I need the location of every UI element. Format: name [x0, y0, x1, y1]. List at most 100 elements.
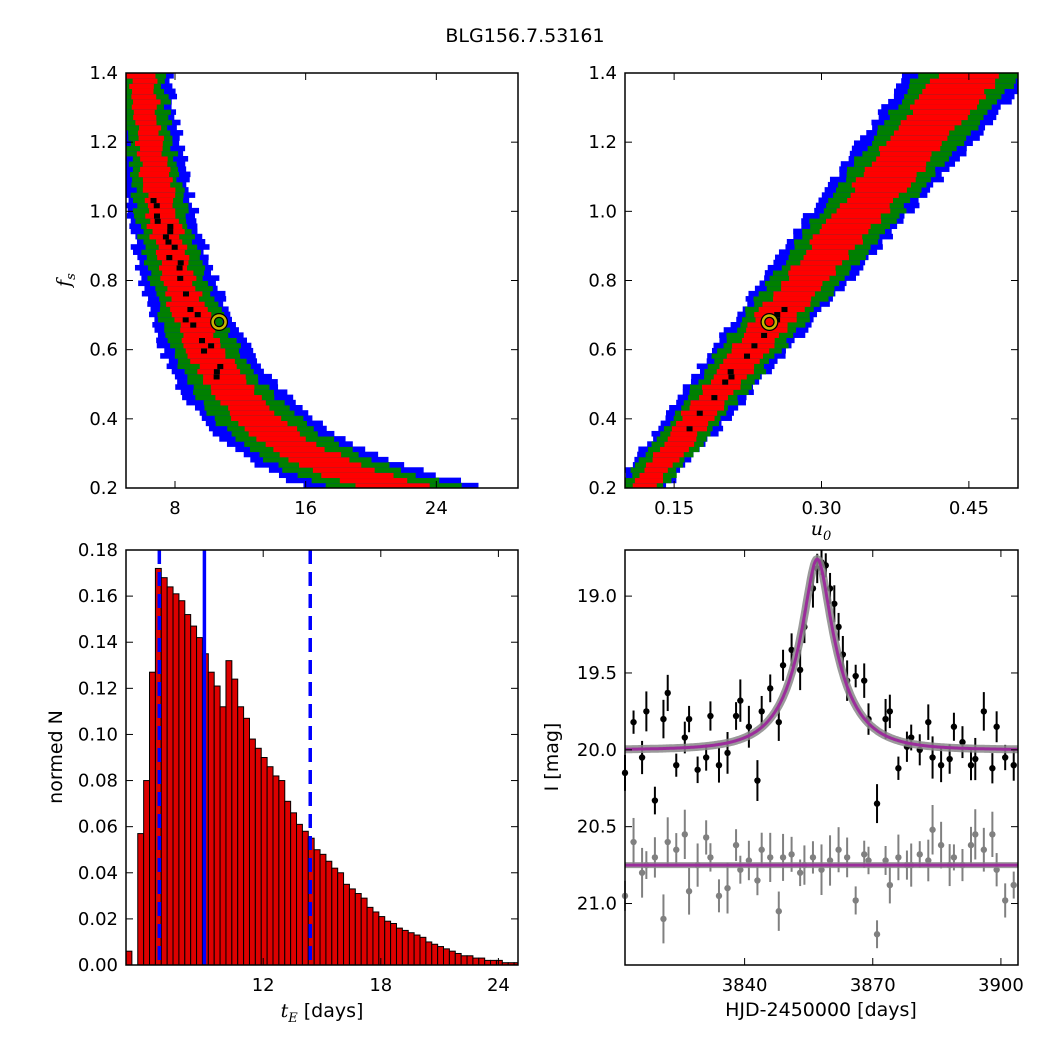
confidence-cell — [167, 285, 196, 292]
y-tick-label: 19.5 — [577, 663, 617, 684]
histogram-bar — [466, 955, 474, 966]
p2-ticks: 12 18 24 0.00 0.02 0.04 0.06 0.08 0.10 0.12 0.14 0.… — [78, 540, 518, 996]
residual-point — [916, 851, 923, 858]
confidence-cell — [652, 456, 680, 463]
data-point — [989, 765, 996, 772]
y-tick-label: 0.2 — [588, 478, 617, 499]
data-point — [967, 761, 975, 769]
histogram-bar — [143, 780, 151, 966]
best-sample-cell — [177, 275, 184, 281]
confidence-cell — [162, 270, 194, 276]
histogram-bar — [395, 927, 403, 966]
confidence-cell — [210, 384, 255, 390]
p1-xlabel: u0 — [811, 518, 832, 544]
residual-point — [967, 841, 975, 849]
data-point — [908, 734, 915, 741]
histogram-bar — [478, 957, 486, 966]
data-point — [831, 600, 838, 607]
data-point — [937, 761, 945, 769]
confidence-cell — [190, 358, 235, 364]
residual-point — [775, 908, 782, 915]
data-point — [925, 718, 932, 726]
x-tick-label: 3870 — [850, 975, 896, 996]
residual-point — [809, 854, 817, 861]
confidence-cell — [215, 394, 262, 401]
histogram-bar — [248, 738, 256, 966]
y-tick-label: 0.10 — [78, 724, 118, 745]
y-tick-label: 0.18 — [78, 540, 118, 561]
best-sample-cell — [150, 197, 157, 204]
confidence-cell — [855, 176, 916, 183]
best-sample-cell — [744, 353, 751, 359]
y-tick-label: 0.00 — [78, 955, 118, 976]
confidence-cell — [863, 171, 917, 178]
histogram-bar — [390, 923, 397, 966]
confidence-cell — [256, 436, 306, 442]
y-tick-label: 0.6 — [588, 340, 617, 361]
confidence-cell — [146, 223, 183, 230]
confidence-cell — [723, 358, 760, 364]
confidence-cell — [138, 135, 164, 141]
residual-point — [972, 831, 979, 838]
y-tick-label: 0.16 — [78, 586, 118, 607]
best-sample-cell — [728, 373, 735, 380]
residual-point — [673, 846, 680, 853]
confidence-cell — [831, 213, 881, 219]
data-point — [630, 718, 637, 726]
best-fit-marker — [211, 314, 227, 330]
confidence-cell — [864, 166, 926, 172]
confidence-cell — [161, 259, 189, 266]
confidence-cell — [244, 425, 298, 432]
y-tick-label: 0.06 — [78, 817, 118, 838]
y-tick-label: 1.0 — [89, 201, 118, 222]
histogram-bar — [419, 936, 427, 966]
confidence-cell — [142, 187, 176, 193]
data-point — [660, 715, 667, 723]
histogram-bar — [448, 950, 456, 966]
histogram-bar — [125, 950, 133, 966]
y-tick-label: 1.2 — [89, 132, 118, 153]
confidence-cell — [133, 98, 161, 105]
histogram-bar — [413, 934, 421, 966]
residual-point — [1010, 881, 1017, 889]
p3-frame — [624, 549, 1019, 966]
x-tick-label: 0.30 — [801, 498, 841, 519]
histogram-bar — [378, 916, 386, 966]
histogram-bar — [313, 849, 321, 966]
histogram-bar — [266, 766, 274, 966]
data-point — [754, 777, 761, 784]
histogram-bar — [331, 867, 339, 966]
data-point — [882, 715, 889, 723]
confidence-cell — [142, 161, 168, 167]
data-point — [835, 623, 842, 631]
confidence-cell — [140, 145, 163, 152]
residual-point — [1001, 897, 1009, 904]
data-point — [779, 662, 787, 669]
confidence-cell — [836, 207, 891, 214]
y-tick-label: 0.14 — [78, 632, 118, 653]
confidence-cell — [312, 467, 375, 473]
confidence-cell — [183, 332, 214, 338]
confidence-cell — [929, 78, 996, 84]
confidence-cell — [876, 156, 931, 162]
best-sample-cell — [217, 363, 224, 370]
confidence-cell — [716, 368, 754, 375]
figure-title: BLG156.7.53161 — [445, 25, 604, 47]
residual-point — [779, 854, 787, 861]
confidence-cell — [825, 218, 882, 224]
p2-xlabel: tE [days] — [281, 1000, 364, 1026]
confidence-cell — [812, 244, 855, 250]
confidence-cell — [142, 176, 173, 183]
histogram-bar — [219, 706, 227, 966]
data-point — [993, 723, 1000, 730]
confidence-cell — [174, 316, 214, 323]
histogram-bar — [348, 888, 356, 966]
data-point — [775, 718, 782, 726]
residual-point — [818, 866, 825, 873]
histogram-bar — [437, 946, 445, 966]
confidence-cell — [132, 88, 154, 95]
x-tick-label: 8 — [169, 498, 180, 519]
histogram-bar — [325, 860, 333, 966]
residual-point — [754, 877, 761, 884]
best-sample-cell — [751, 342, 758, 349]
